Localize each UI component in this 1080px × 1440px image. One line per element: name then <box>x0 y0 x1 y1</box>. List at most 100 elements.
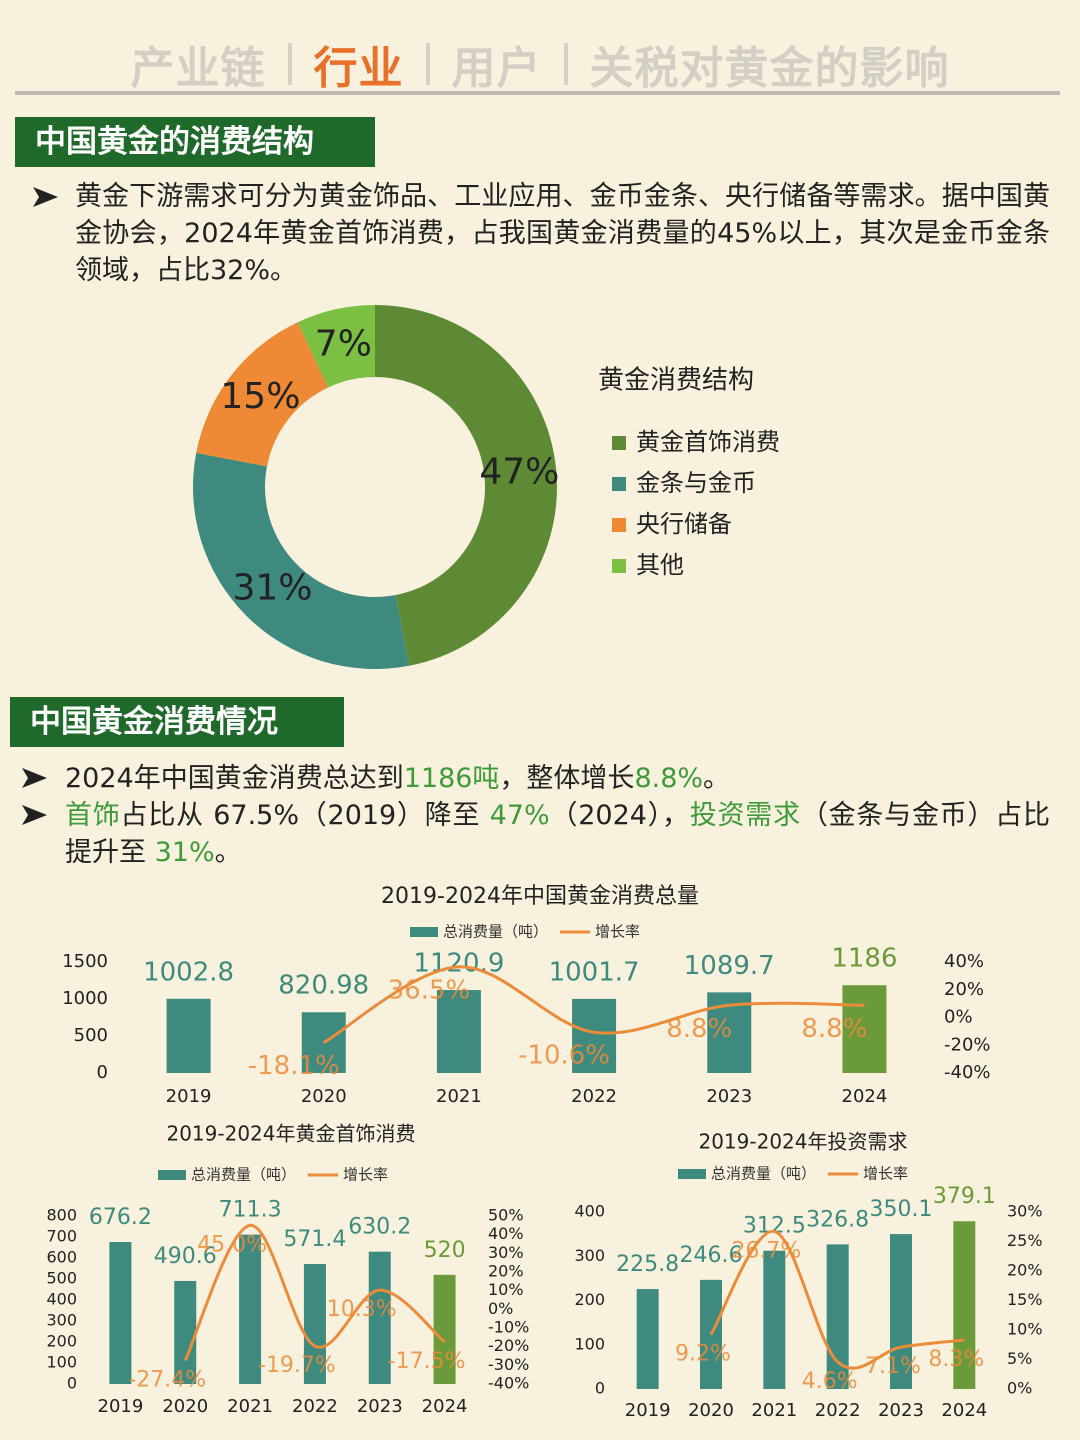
y2-tick-label: 0% <box>944 1007 973 1028</box>
x-tick-label: 2022 <box>571 1086 617 1107</box>
highlight-text: 1186吨 <box>403 763 500 794</box>
x-tick-label: 2023 <box>357 1396 403 1417</box>
bar <box>436 990 481 1073</box>
bar <box>301 1012 346 1073</box>
bar-value-label: 246.6 <box>680 1243 743 1268</box>
legend-swatch <box>410 927 438 937</box>
donut-segment <box>196 322 329 467</box>
line-value-label: -17.5% <box>388 1349 466 1374</box>
legend-label: 总消费量（吨） <box>711 1165 816 1183</box>
bar-value-label: 326.8 <box>806 1207 869 1232</box>
bar-value-label: 1001.7 <box>549 957 640 987</box>
tab: 用户 <box>451 43 542 94</box>
tab-separator <box>287 43 292 85</box>
bar <box>636 1289 659 1389</box>
bullet-arrow <box>22 768 47 788</box>
x-tick-label: 2022 <box>815 1400 861 1421</box>
x-tick-label: 2019 <box>98 1396 144 1417</box>
y2-tick-label: 10% <box>488 1280 524 1299</box>
x-tick-label: 2020 <box>688 1400 734 1421</box>
data-label: 31% <box>232 568 312 609</box>
bullet-arrow <box>33 187 58 207</box>
y-tick-label: 500 <box>74 1025 108 1046</box>
line-value-label: 4.6% <box>802 1369 858 1394</box>
y2-tick-label: 0% <box>488 1299 513 1318</box>
bar-value-label: 520 <box>424 1238 466 1263</box>
tab: 关税对黄金的影响 <box>589 43 950 94</box>
bar <box>368 1251 391 1384</box>
y-tick-label: 1500 <box>62 951 108 972</box>
bullet-list: 黄金下游需求可分为黄金饰品、工业应用、金币金条、央行储备等需求。据中国黄金协会，… <box>75 178 1050 289</box>
highlight-text: 首饰 <box>65 800 121 831</box>
y2-tick-label: 50% <box>488 1206 524 1225</box>
x-tick-label: 2024 <box>941 1400 987 1421</box>
y2-tick-label: -10% <box>488 1318 529 1337</box>
bar-value-label: 1186 <box>831 944 897 974</box>
legend-label: 增长率 <box>343 1166 388 1184</box>
x-tick-label: 2020 <box>162 1396 208 1417</box>
bullet-text: （金条与金币）占比提升至 <box>65 800 1051 868</box>
legend-label: 黄金首饰消费 <box>636 428 780 456</box>
bar-value-label: 571.4 <box>283 1227 346 1252</box>
donut-segment <box>297 305 375 388</box>
chart-title: 2019-2024年黄金首饰消费 <box>166 1122 415 1146</box>
bar <box>303 1264 326 1384</box>
bullet-text: 占比从 67.5%（2019）降至 <box>120 800 490 831</box>
line-value-label: -10.6% <box>518 1041 610 1071</box>
bullet-text: ，整体增长 <box>499 763 635 794</box>
donut-segment <box>375 305 558 666</box>
x-tick-label: 2023 <box>706 1086 752 1107</box>
section-title: 中国黄金的消费结构 <box>15 117 375 167</box>
bar <box>174 1280 197 1384</box>
y2-tick-label: 40% <box>944 951 984 972</box>
line-value-label: -18.1% <box>248 1051 340 1081</box>
legend-label: 总消费量（吨） <box>443 923 548 941</box>
bar <box>433 1274 456 1384</box>
legend-label: 增长率 <box>595 923 640 941</box>
line-value-label: 9.2% <box>675 1342 731 1367</box>
legend-swatch <box>158 1170 186 1180</box>
y-tick-label: 500 <box>46 1269 77 1288</box>
bar <box>763 1250 786 1389</box>
y2-tick-label: -40% <box>944 1062 991 1083</box>
bar <box>953 1221 976 1389</box>
legend-swatch <box>612 477 626 491</box>
bar-value-label: 490.6 <box>154 1244 217 1269</box>
bar-value-label: 1002.8 <box>143 957 234 987</box>
growth-line <box>709 1229 965 1370</box>
bar-value-label: 379.1 <box>933 1184 996 1209</box>
legend-swatch <box>612 559 626 573</box>
y-tick-label: 1000 <box>62 988 108 1009</box>
y-tick-label: 200 <box>574 1290 605 1309</box>
line-value-label: 8.3% <box>928 1347 984 1372</box>
bar <box>166 998 211 1073</box>
bullet: 黄金下游需求可分为黄金饰品、工业应用、金币金条、央行储备等需求。据中国黄金协会，… <box>75 178 1050 289</box>
y-tick-label: 400 <box>46 1290 77 1309</box>
y2-tick-label: 15% <box>1007 1290 1043 1309</box>
growth-line <box>183 1223 446 1362</box>
chart-title: 2019-2024年中国黄金消费总量 <box>381 884 699 909</box>
bar-value-label: 711.3 <box>219 1198 282 1223</box>
bar-value-label: 1089.7 <box>684 951 775 981</box>
y-tick-label: 0 <box>97 1062 108 1083</box>
y2-tick-label: 30% <box>1007 1202 1043 1221</box>
y2-tick-label: 30% <box>488 1243 524 1262</box>
y2-tick-label: 0% <box>1007 1379 1032 1398</box>
y2-tick-label: 5% <box>1007 1349 1032 1368</box>
bar-value-label: 676.2 <box>89 1205 152 1230</box>
x-tick-label: 2023 <box>878 1400 924 1421</box>
bullet-text: 。 <box>214 837 242 868</box>
tab-bar: 产业链 行业 用户 关税对黄金的影响 <box>0 32 1080 96</box>
x-tick-label: 2021 <box>751 1400 797 1421</box>
bullet: 2024年中国黄金消费总达到1186吨，整体增长8.8%。 <box>65 760 1050 797</box>
bullet-text: 2024年中国黄金消费总达到 <box>65 763 404 794</box>
y-tick-label: 300 <box>46 1311 77 1330</box>
y-tick-label: 100 <box>574 1334 605 1353</box>
line-value-label: -27.4% <box>128 1367 206 1392</box>
bar <box>239 1234 262 1384</box>
highlight-text: 31% <box>154 837 215 868</box>
y2-tick-label: -30% <box>488 1355 529 1374</box>
legend-swatch <box>612 518 626 532</box>
x-tick-label: 2024 <box>422 1396 468 1417</box>
legend-title: 黄金消费结构 <box>598 366 754 396</box>
